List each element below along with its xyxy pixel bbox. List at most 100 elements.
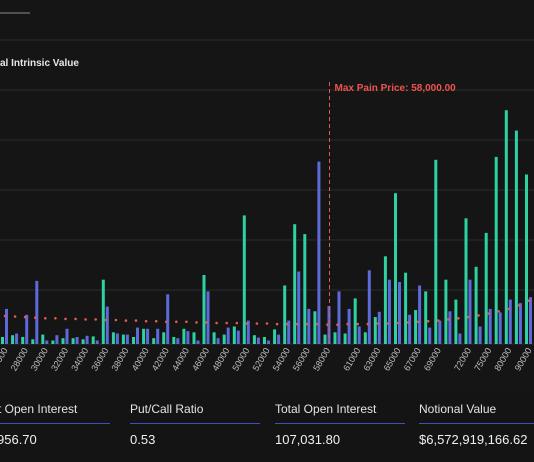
bar-90000-s1[interactable] [529, 297, 532, 344]
bar-48000-s1[interactable] [226, 327, 230, 344]
bar-90000-s0[interactable] [525, 174, 528, 345]
bar-44000-s1[interactable] [186, 331, 190, 344]
bar-62000-s1[interactable] [367, 270, 371, 344]
bar-26000-s1[interactable] [5, 308, 8, 344]
bar-32000-s0[interactable] [61, 338, 65, 344]
bar-31000-s1[interactable] [55, 335, 59, 344]
bar-45000-s0[interactable] [192, 332, 196, 344]
bar-65000-s1[interactable] [398, 282, 401, 344]
bar-33000-s1[interactable] [75, 337, 79, 344]
bar-48000-s0[interactable] [222, 334, 226, 344]
bar-65000-s0[interactable] [394, 193, 397, 344]
bar-34000-s1[interactable] [85, 335, 89, 344]
bar-46000-s0[interactable] [202, 275, 206, 344]
bar-64000-s1[interactable] [387, 279, 391, 344]
bar-56000-s1[interactable] [307, 308, 311, 344]
bar-50000-s1[interactable] [246, 320, 250, 344]
bar-43000-s0[interactable] [172, 337, 176, 344]
bar-51000-s1[interactable] [256, 337, 260, 344]
bar-70000-s1[interactable] [448, 311, 452, 344]
bar-58000-s1[interactable] [327, 306, 331, 344]
bar-35000-s1[interactable] [95, 340, 99, 345]
bar-34000-s0[interactable] [81, 339, 85, 344]
bar-51000-s0[interactable] [252, 335, 256, 344]
bar-67000-s1[interactable] [418, 285, 422, 345]
bar-26000-s0[interactable] [1, 337, 4, 344]
bar-53000-s0[interactable] [273, 329, 277, 344]
bar-69000-s0[interactable] [434, 159, 438, 344]
bar-37000-s1[interactable] [115, 333, 119, 345]
bar-63000-s1[interactable] [377, 311, 381, 344]
bar-72000-s1[interactable] [468, 279, 472, 344]
bar-55000-s0[interactable] [293, 224, 297, 344]
bar-43000-s1[interactable] [176, 338, 180, 344]
bar-60000-s0[interactable] [343, 333, 347, 345]
bar-59000-s0[interactable] [333, 332, 337, 344]
bar-41000-s0[interactable] [152, 338, 156, 344]
bar-76000-s1[interactable] [498, 312, 502, 344]
bar-72000-s0[interactable] [464, 218, 468, 344]
bar-55000-s1[interactable] [297, 271, 301, 345]
bar-46000-s1[interactable] [206, 291, 210, 344]
bar-61000-s1[interactable] [357, 326, 361, 345]
bar-30000-s1[interactable] [45, 340, 49, 345]
bar-38000-s1[interactable] [125, 334, 129, 344]
bar-76000-s0[interactable] [494, 156, 498, 344]
bar-71000-s0[interactable] [454, 299, 458, 344]
bar-28000-s0[interactable] [21, 337, 25, 344]
bar-38000-s0[interactable] [121, 334, 125, 344]
bar-29000-s1[interactable] [35, 280, 39, 344]
bar-54000-s0[interactable] [283, 285, 287, 345]
bar-80000-s0[interactable] [504, 110, 508, 344]
bar-85000-s1[interactable] [518, 303, 522, 344]
bar-69000-s1[interactable] [438, 320, 442, 344]
bar-37000-s0[interactable] [111, 332, 115, 344]
bar-70000-s0[interactable] [444, 279, 448, 344]
bar-39000-s0[interactable] [132, 337, 135, 344]
bar-66000-s0[interactable] [404, 272, 408, 344]
bar-27000-s1[interactable] [15, 333, 19, 345]
bar-41000-s1[interactable] [156, 328, 160, 344]
bar-59000-s1[interactable] [337, 291, 341, 344]
bar-85000-s0[interactable] [514, 130, 518, 344]
bar-52000-s0[interactable] [263, 337, 266, 344]
bar-66000-s1[interactable] [408, 314, 412, 344]
bar-40000-s1[interactable] [146, 328, 150, 344]
bar-42000-s1[interactable] [166, 294, 170, 344]
bar-57000-s1[interactable] [317, 161, 321, 344]
bar-29000-s0[interactable] [31, 339, 35, 344]
bar-32000-s1[interactable] [65, 328, 69, 344]
bar-42000-s0[interactable] [162, 332, 166, 344]
bar-63000-s0[interactable] [373, 317, 377, 344]
bar-36000-s1[interactable] [105, 306, 109, 344]
bar-36000-s0[interactable] [101, 279, 105, 344]
bar-68000-s1[interactable] [428, 327, 432, 344]
bar-64000-s0[interactable] [383, 256, 387, 344]
bar-75000-s0[interactable] [484, 232, 488, 344]
bar-62000-s0[interactable] [363, 332, 367, 344]
bar-44000-s0[interactable] [182, 328, 186, 344]
bar-67000-s0[interactable] [414, 310, 418, 344]
bar-56000-s0[interactable] [303, 234, 307, 344]
bar-33000-s0[interactable] [71, 338, 75, 344]
bar-30000-s0[interactable] [41, 334, 45, 344]
bar-40000-s0[interactable] [142, 328, 146, 344]
bar-61000-s0[interactable] [353, 298, 357, 344]
bar-58000-s0[interactable] [323, 334, 327, 344]
bar-80000-s1[interactable] [508, 299, 512, 344]
bar-47000-s1[interactable] [216, 338, 220, 344]
bar-71000-s1[interactable] [458, 333, 462, 345]
bar-45000-s1[interactable] [196, 340, 200, 345]
bar-73000-s0[interactable] [474, 266, 478, 344]
bar-57000-s0[interactable] [313, 311, 317, 344]
bar-31000-s0[interactable] [51, 340, 55, 345]
bar-49000-s1[interactable] [236, 330, 240, 344]
bar-75000-s1[interactable] [488, 308, 492, 344]
bar-60000-s1[interactable] [347, 308, 351, 344]
bar-39000-s1[interactable] [136, 327, 139, 344]
bar-47000-s0[interactable] [212, 332, 216, 344]
bar-49000-s0[interactable] [232, 326, 236, 345]
bar-52000-s1[interactable] [267, 340, 270, 345]
bar-73000-s1[interactable] [478, 326, 482, 345]
bar-54000-s1[interactable] [287, 320, 291, 344]
